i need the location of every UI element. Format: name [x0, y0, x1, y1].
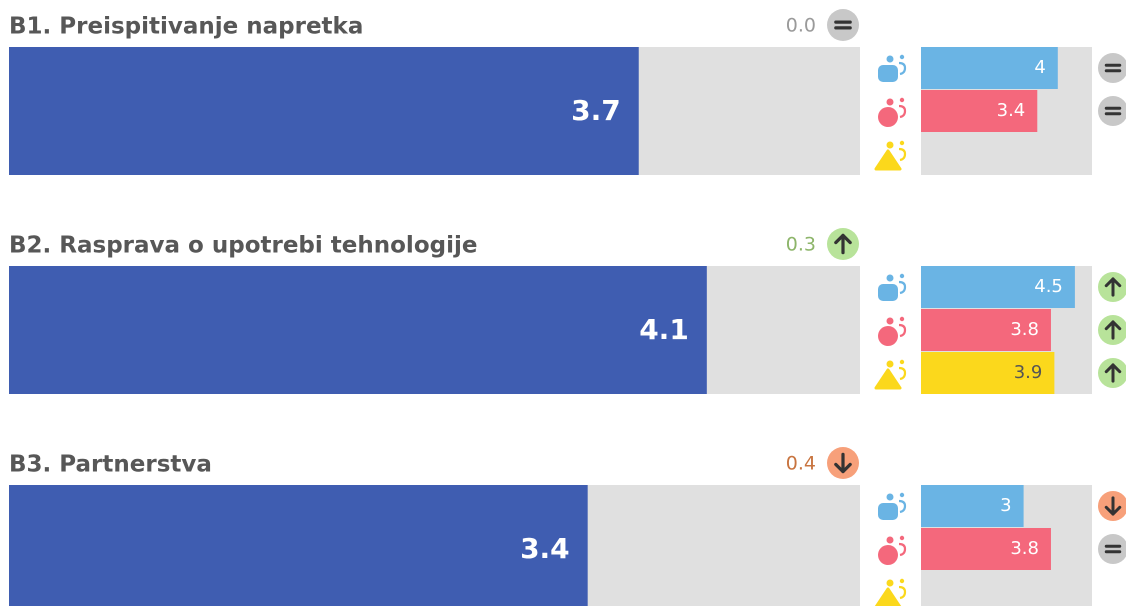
group-value: 3.8 — [1010, 538, 1039, 559]
icon-head — [886, 360, 894, 368]
icon-dot — [899, 273, 905, 279]
equals — [834, 20, 852, 30]
trend-icon — [1098, 96, 1126, 126]
icon-dot — [899, 535, 905, 541]
main-value: 4.1 — [639, 313, 689, 346]
group-bar — [921, 309, 1051, 351]
icon-arc — [898, 542, 907, 557]
section-title: B2. Rasprava o upotrebi tehnologije — [9, 233, 477, 259]
trend-icon — [1098, 315, 1126, 345]
icon-dot — [899, 492, 905, 498]
trend-circle — [827, 9, 859, 41]
icon-dot — [899, 316, 905, 322]
equals — [1104, 544, 1122, 554]
icon-head — [886, 493, 894, 501]
group-bar — [921, 528, 1051, 570]
equals — [1104, 106, 1122, 116]
group-bar — [921, 47, 1058, 89]
section-title: B3. Partnerstva — [9, 452, 212, 478]
group-value: 4 — [1034, 57, 1045, 78]
icon-head — [886, 98, 894, 106]
main-bar — [9, 47, 639, 175]
icon-head — [886, 536, 894, 544]
icon-arc — [898, 366, 907, 381]
icon-arc — [898, 585, 907, 600]
trend-circle — [1098, 534, 1126, 564]
group-bar — [921, 90, 1038, 132]
group-value: 3.9 — [1014, 362, 1043, 383]
icon-arc — [898, 61, 907, 76]
main-bar — [9, 266, 707, 394]
icon-arc — [898, 280, 907, 295]
icon-body — [878, 65, 898, 82]
group-icon — [878, 316, 907, 346]
icon-dot — [899, 54, 905, 60]
icon-arc — [898, 104, 907, 119]
group-value: 3 — [1000, 495, 1011, 516]
group-value: 3.8 — [1010, 319, 1039, 340]
group-bar — [921, 266, 1075, 308]
icon-head — [886, 55, 894, 63]
icon-body — [874, 587, 902, 606]
arrow — [1104, 277, 1122, 297]
change-label: 0.0 — [786, 15, 816, 37]
icon-dot — [899, 578, 905, 584]
group-value: 3.4 — [997, 100, 1026, 121]
icon-head — [886, 317, 894, 325]
arrow — [834, 233, 852, 255]
icon-head — [886, 274, 894, 282]
icon-dot — [899, 359, 905, 365]
equals — [1104, 63, 1122, 73]
icon-body — [878, 503, 898, 520]
arrow — [1104, 320, 1122, 340]
icon-body — [878, 107, 898, 127]
icon-body — [878, 284, 898, 301]
group-icon — [878, 273, 907, 301]
icon-arc — [898, 499, 907, 514]
icon-head — [886, 579, 894, 587]
trend-icon — [1098, 53, 1126, 83]
arrow — [1104, 363, 1122, 383]
icon-body — [878, 545, 898, 565]
icon-dot — [899, 140, 905, 146]
trend-icon — [1098, 534, 1126, 564]
icon-head — [886, 141, 894, 149]
icon-dot — [899, 97, 905, 103]
main-value: 3.7 — [571, 94, 621, 127]
icon-body — [878, 326, 898, 346]
change-label: 0.4 — [786, 453, 816, 475]
arrow — [834, 452, 852, 474]
group-bar — [921, 485, 1024, 527]
group-icon — [874, 359, 907, 390]
group-icon — [878, 492, 907, 520]
trend-icon — [827, 9, 859, 41]
main-value: 3.4 — [520, 532, 570, 565]
section-title: B1. Preispitivanje napretka — [9, 14, 363, 40]
group-value: 4.5 — [1034, 276, 1063, 297]
group-icon — [878, 97, 907, 127]
group-icon — [874, 140, 907, 171]
arrow — [1104, 496, 1122, 516]
trend-icon — [1098, 272, 1126, 302]
icon-body — [874, 149, 902, 171]
trend-circle — [1098, 96, 1126, 126]
trend-icon — [827, 447, 859, 479]
icon-body — [874, 368, 902, 390]
trend-icon — [827, 228, 859, 260]
group-icon — [874, 578, 907, 606]
trend-icon — [1098, 491, 1126, 521]
icon-arc — [898, 323, 907, 338]
group-icon — [878, 54, 907, 82]
trend-circle — [1098, 53, 1126, 83]
group-bar — [921, 352, 1055, 394]
trend-icon — [1098, 358, 1126, 388]
main-bar — [9, 485, 588, 606]
icon-arc — [898, 147, 907, 162]
change-label: 0.3 — [786, 234, 816, 256]
group-icon — [878, 535, 907, 565]
